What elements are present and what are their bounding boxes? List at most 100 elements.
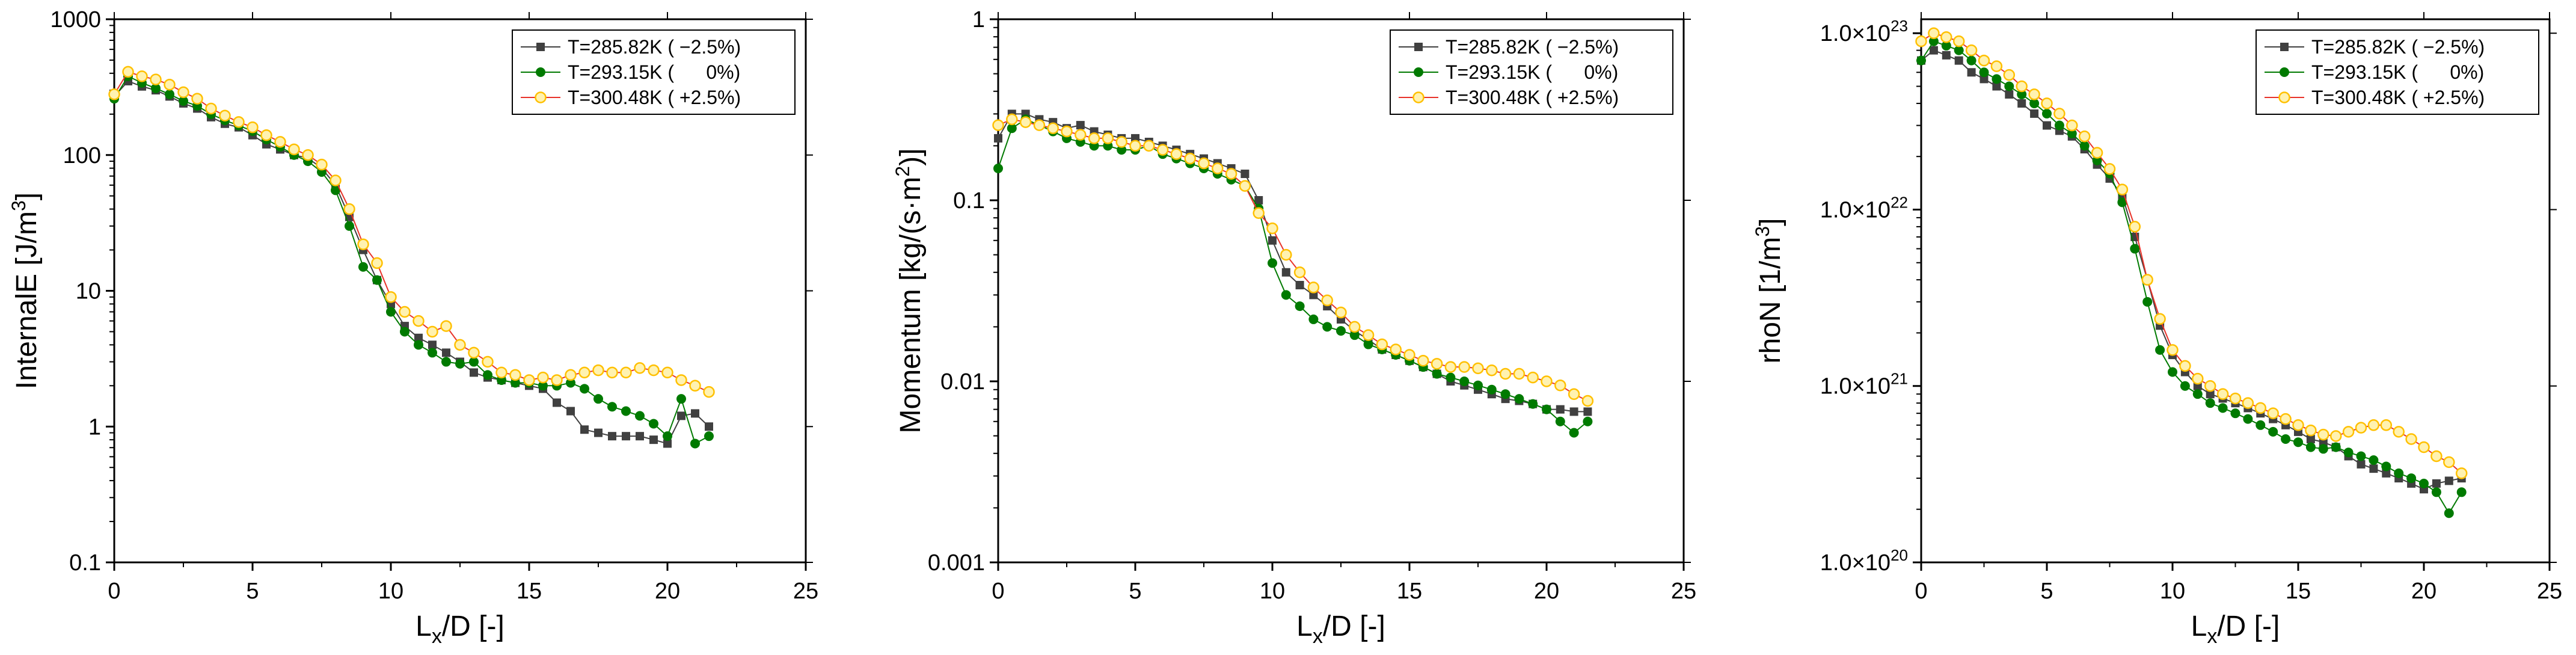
legend-marker xyxy=(535,91,547,103)
data-point xyxy=(414,340,423,350)
data-point xyxy=(703,386,715,398)
data-point xyxy=(538,381,548,391)
data-point xyxy=(2016,80,2028,93)
data-point xyxy=(622,432,630,441)
data-point xyxy=(2091,147,2103,159)
data-point xyxy=(1281,268,1290,277)
data-point xyxy=(2369,455,2379,465)
series-3 xyxy=(108,66,715,398)
y-tick-label: 1.0×1023 xyxy=(1820,17,1908,46)
data-point xyxy=(2017,89,2027,99)
data-point xyxy=(233,116,245,128)
data-point xyxy=(108,88,120,100)
data-point xyxy=(509,369,521,381)
data-point xyxy=(1295,281,1304,290)
data-point xyxy=(454,339,466,351)
data-point xyxy=(482,355,494,368)
data-point xyxy=(2357,460,2366,469)
data-point xyxy=(385,291,397,303)
x-tick-label: 15 xyxy=(2286,579,2311,604)
legend-label: T=293.15K ( 0%) xyxy=(2311,61,2484,83)
data-point xyxy=(302,149,314,161)
data-point xyxy=(2406,473,2417,484)
data-point xyxy=(205,102,217,115)
data-point xyxy=(2005,90,2014,99)
data-point xyxy=(523,374,535,386)
data-point xyxy=(2342,426,2355,438)
data-point xyxy=(2216,388,2229,400)
x-tick-label: 25 xyxy=(1671,579,1696,604)
data-point xyxy=(1322,322,1332,332)
data-point xyxy=(1432,369,1442,379)
y-tick-label: 1 xyxy=(972,7,985,32)
data-point xyxy=(2268,426,2278,437)
data-point xyxy=(661,366,673,379)
data-point xyxy=(1253,207,1265,219)
data-point xyxy=(691,409,699,418)
legend-label: T=293.15K ( 0%) xyxy=(1446,61,1618,83)
data-point xyxy=(316,158,328,171)
data-point xyxy=(1979,67,1989,78)
x-tick-label: 5 xyxy=(1129,579,1141,604)
chart-panel-1: 0 5 10 15 20 25 0.1 1 10 100 1000 Lx/D [-] InternalE… xyxy=(8,7,818,648)
data-point xyxy=(177,86,189,99)
data-point xyxy=(1929,46,1938,55)
y-tick-label: 1.0×1022 xyxy=(1820,193,1908,223)
legend: T=285.82K ( −2.5%) T=293.15K ( 0%) T=300.4… xyxy=(1390,29,1673,115)
chart-panel-2: 0 5 10 15 20 25 0.001 0.01 0.1 1 Lx/D [-] Momentum … xyxy=(892,7,1696,648)
data-point xyxy=(247,121,259,134)
data-point xyxy=(1076,121,1085,130)
data-point xyxy=(593,394,603,404)
data-point xyxy=(1007,123,1017,134)
data-point xyxy=(580,425,589,434)
data-point xyxy=(2230,408,2240,419)
data-point xyxy=(2192,389,2203,399)
data-point xyxy=(1569,407,1578,416)
data-point xyxy=(2053,108,2065,120)
data-point xyxy=(2179,360,2191,372)
data-point xyxy=(1363,339,1373,349)
data-point xyxy=(649,435,658,444)
data-point xyxy=(1268,258,1277,268)
data-point xyxy=(330,174,342,186)
data-point xyxy=(2168,367,2177,377)
data-point xyxy=(2054,120,2064,131)
data-point xyxy=(690,438,700,449)
series-line xyxy=(998,118,1589,434)
data-point xyxy=(553,398,561,407)
data-point xyxy=(1940,31,1952,43)
data-point xyxy=(122,66,134,78)
data-point xyxy=(1541,375,1553,387)
data-point xyxy=(2443,456,2455,469)
data-point xyxy=(2167,344,2179,356)
data-point xyxy=(2004,81,2014,91)
data-point xyxy=(2142,297,2153,307)
series-3 xyxy=(992,113,1594,407)
data-point xyxy=(1295,301,1305,312)
legend-marker xyxy=(2280,43,2289,51)
data-point xyxy=(2267,407,2279,419)
data-point xyxy=(1117,145,1127,155)
data-point xyxy=(663,439,672,448)
data-point xyxy=(1528,399,1538,409)
data-point xyxy=(219,109,231,122)
data-point xyxy=(151,83,161,93)
data-point xyxy=(1942,51,1951,60)
data-point xyxy=(1446,372,1456,383)
data-point xyxy=(993,163,1003,173)
data-point xyxy=(2243,414,2253,424)
data-point xyxy=(1047,122,1059,134)
series-line xyxy=(114,71,710,393)
data-point xyxy=(455,358,465,369)
data-point xyxy=(592,364,604,377)
data-point xyxy=(358,262,368,272)
legend-marker xyxy=(1412,91,1424,103)
data-point xyxy=(1941,40,1951,51)
y-axis-title: rhoN [1/m3] xyxy=(1752,218,1786,364)
data-point xyxy=(2130,244,2140,254)
data-point xyxy=(357,238,369,250)
data-point xyxy=(1240,170,1250,179)
data-point xyxy=(441,357,451,367)
data-point xyxy=(2329,430,2342,442)
data-point xyxy=(621,406,631,416)
